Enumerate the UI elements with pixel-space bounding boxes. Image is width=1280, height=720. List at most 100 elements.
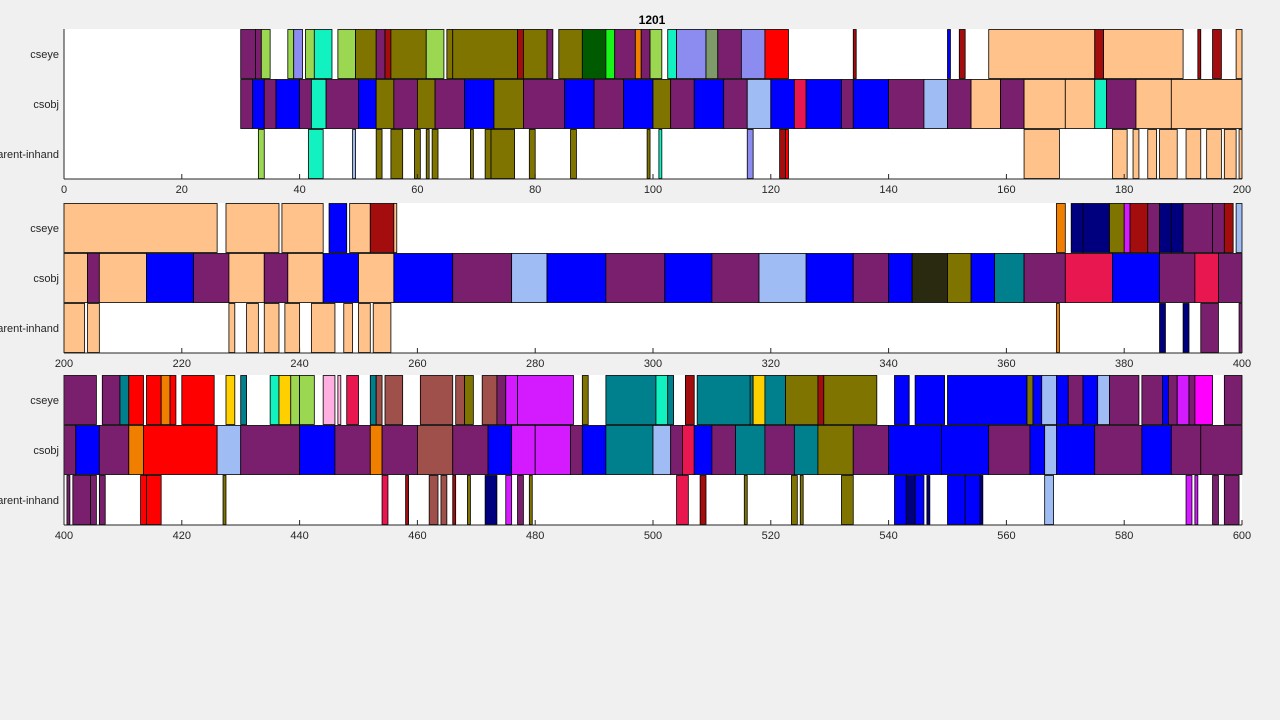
segment-csobj [381,425,418,475]
segment-csobj [1106,79,1137,129]
segment-parent-inhand [431,129,439,179]
segment-parent-inhand [676,475,689,525]
segment-cseye [1167,375,1178,425]
segment-csobj [764,425,795,475]
segment-csobj [817,425,854,475]
segment-parent-inhand [1132,129,1140,179]
segment-cseye [1103,29,1184,79]
segment-cseye [523,29,548,79]
segment-csobj [711,253,760,303]
segment-cseye [1026,375,1034,425]
segment-cseye [346,375,359,425]
segment-parent-inhand [1238,303,1243,353]
segment-parent-inhand [905,475,916,525]
x-tick-label: 600 [1233,530,1251,542]
segment-cseye [684,375,695,425]
segment-csobj [793,425,819,475]
segment-csobj [375,79,395,129]
segment-parent-inhand [484,475,498,525]
segment-cseye [817,375,825,425]
segment-cseye [667,29,677,79]
segment-csobj [523,79,566,129]
segment-parent-inhand [1223,475,1240,525]
segment-cseye [1094,29,1104,79]
segment-cseye [1041,375,1057,425]
segment-parent-inhand [1112,129,1128,179]
segment-cseye [328,203,348,253]
segment-csobj [793,79,807,129]
segment-parent-inhand [484,129,492,179]
segment-csobj [1135,79,1172,129]
x-tick-label: 500 [644,530,662,542]
segment-parent-inhand [1238,129,1243,179]
x-tick-label: 0 [61,184,67,196]
segment-cseye [749,375,754,425]
segment-csobj [1200,425,1243,475]
segment-cseye [517,29,524,79]
segment-csobj [299,425,336,475]
segment-csobj [452,425,489,475]
segment-csobj [852,79,890,129]
x-tick-label: 200 [55,358,73,370]
segment-csobj [1094,425,1143,475]
segment-csobj [63,253,88,303]
segment-csobj [805,253,854,303]
segment-cseye [1067,375,1084,425]
segment-csobj [682,425,695,475]
x-tick-label: 540 [879,530,897,542]
segment-parent-inhand [1044,475,1054,525]
segment-csobj [1170,79,1243,129]
segment-csobj [487,425,513,475]
segment-cseye [1223,203,1234,253]
segment-parent-inhand [1194,475,1199,525]
segment-parent-inhand [1159,129,1178,179]
segment-parent-inhand [841,475,854,525]
x-tick-label: 580 [1115,530,1133,542]
segment-csobj [1159,253,1196,303]
x-tick-label: 160 [997,184,1015,196]
segment-cseye [1197,29,1202,79]
segment-cseye [1170,203,1184,253]
segment-cseye [894,375,910,425]
segment-csobj [1170,425,1202,475]
segment-cseye [1212,29,1222,79]
x-tick-label: 300 [644,358,662,370]
segment-parent-inhand [699,475,707,525]
segment-csobj [252,79,265,129]
segment-parent-inhand [308,129,324,179]
segment-csobj [693,79,725,129]
segment-csobj [923,79,948,129]
segment-parent-inhand [646,129,651,179]
segment-cseye [425,29,445,79]
segment-cseye [293,29,303,79]
segment-parent-inhand [63,303,86,353]
segment-cseye [740,29,766,79]
segment-csobj [275,79,301,129]
segment-cseye [452,29,518,79]
row-label: parent-inhand [0,323,59,335]
segment-csobj [98,253,147,303]
segment-cseye [1194,375,1213,425]
segment-cseye [914,375,945,425]
segment-csobj [1023,253,1066,303]
segment-parent-inhand [1147,129,1158,179]
segment-parent-inhand [257,129,265,179]
segment-csobj [664,253,713,303]
segment-csobj [911,253,948,303]
segment-cseye [696,375,751,425]
segment-cseye [785,375,819,425]
segment-parent-inhand [390,129,404,179]
row-label: parent-inhand [0,149,59,161]
segment-cseye [1188,375,1196,425]
segment-csobj [416,425,454,475]
segment-cseye [375,375,383,425]
row-label: csobj [33,99,59,111]
segment-parent-inhand [66,475,71,525]
segment-parent-inhand [570,129,577,179]
x-tick-label: 40 [293,184,305,196]
x-tick-label: 200 [1233,184,1251,196]
segment-csobj [63,425,77,475]
segment-csobj [98,425,130,475]
segment-parent-inhand [375,129,383,179]
segment-parent-inhand [1182,303,1190,353]
